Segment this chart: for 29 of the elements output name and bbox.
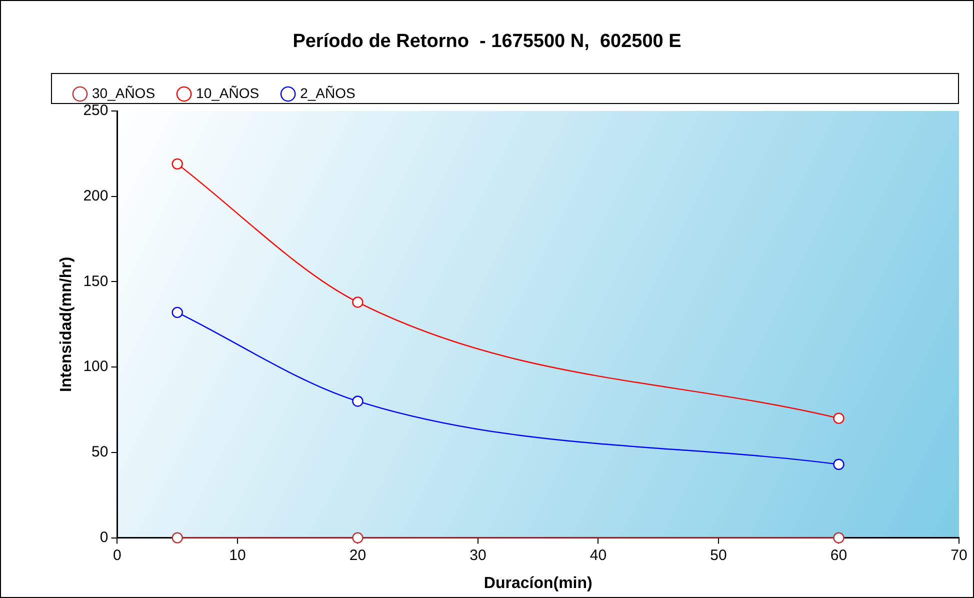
y-tick-label: 50 xyxy=(92,444,108,461)
x-tick-label: 30 xyxy=(470,546,486,564)
x-tick-label: 20 xyxy=(349,546,366,564)
y-tick-label: 200 xyxy=(83,188,108,204)
legend-label: 2_AÑOS xyxy=(300,84,356,101)
point xyxy=(833,458,844,470)
y-tick-label: 150 xyxy=(83,272,108,290)
chart-title: Período de Retorno - 1675500 N, 602500 E xyxy=(292,31,682,53)
y-axis-title: Intensidad(mn/hr) xyxy=(58,256,76,392)
point xyxy=(352,396,364,407)
x-tick-label: 0 xyxy=(113,546,122,564)
y-tick-label: 0 xyxy=(100,528,108,546)
y-tick-label: 250 xyxy=(83,102,108,120)
y-tick-label: 100 xyxy=(83,358,108,376)
point xyxy=(352,532,364,544)
x-axis-title: Duracíon(min) xyxy=(484,574,592,592)
point xyxy=(833,532,844,544)
x-tick-label: 40 xyxy=(590,546,607,564)
point xyxy=(352,296,364,308)
x-tick-label: 10 xyxy=(229,546,246,564)
point xyxy=(172,306,183,318)
x-tick-label: 50 xyxy=(710,546,727,564)
point xyxy=(172,532,183,544)
legend-label: 10_AÑOS xyxy=(196,84,260,101)
x-tick-label: 70 xyxy=(950,546,968,564)
point xyxy=(833,412,844,424)
point xyxy=(172,158,183,170)
legend-label: 30_AÑOS xyxy=(92,84,156,101)
x-tick-label: 60 xyxy=(830,546,848,564)
